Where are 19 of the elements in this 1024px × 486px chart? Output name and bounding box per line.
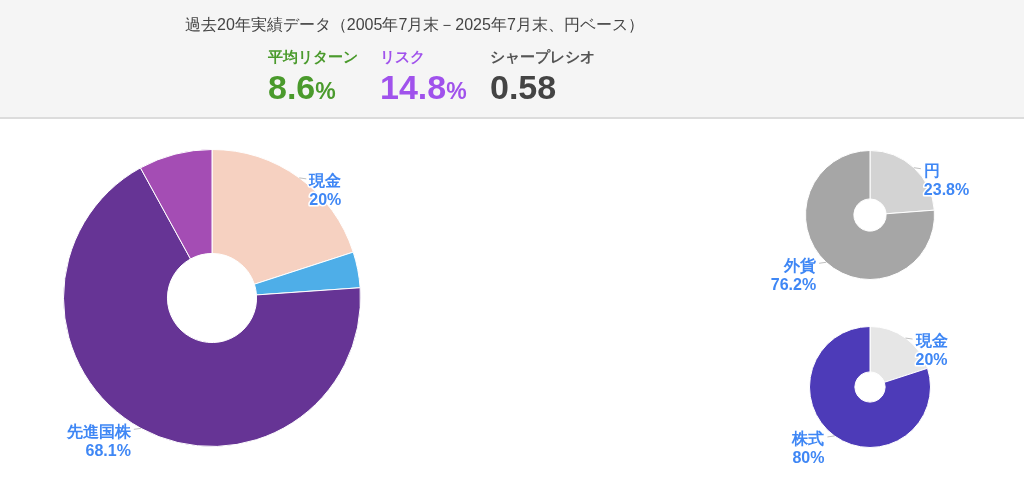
slice-label: 先進国株 xyxy=(65,422,132,440)
data-label: 23.8% xyxy=(923,181,970,199)
data-label: 68.1% xyxy=(85,441,131,459)
slice-label: 現金 xyxy=(308,172,342,190)
slice-label: 株式 xyxy=(791,430,825,448)
slice-label: 円 xyxy=(923,162,940,180)
text: 平均リターン xyxy=(268,47,358,67)
text: 8.6% xyxy=(268,68,336,106)
text: シャープレシオ xyxy=(490,47,595,67)
slice-label: 外貨 xyxy=(783,256,817,275)
text: 0.58 xyxy=(490,68,558,106)
text: 14.8% xyxy=(380,68,467,106)
text: 過去20年実績データ（2005年7月末－2025年7月末、円ベース） xyxy=(185,15,644,35)
data-label: 20% xyxy=(915,351,948,369)
data-label: 20% xyxy=(309,191,342,209)
data-label: 80% xyxy=(792,449,825,467)
slice-label: 現金 xyxy=(914,332,948,350)
text: リスク xyxy=(380,47,426,67)
data-label: 76.2% xyxy=(770,275,817,293)
